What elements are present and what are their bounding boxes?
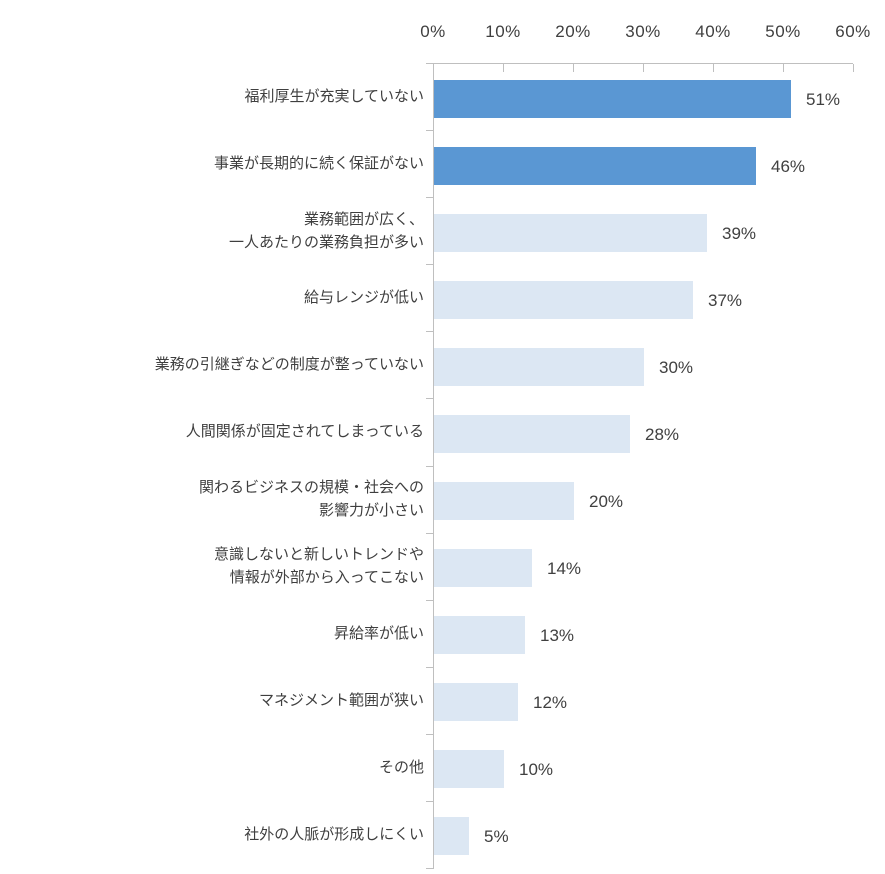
value-label: 14% (547, 559, 582, 579)
bar (434, 146, 756, 185)
x-axis-tick-label: 30% (625, 22, 661, 41)
value-label: 30% (659, 357, 694, 377)
value-label: 20% (589, 492, 624, 512)
value-label: 13% (540, 626, 575, 646)
bar-row: 業務範囲が広く、 一人あたりの業務負担が多い 39% (0, 197, 885, 264)
bar (434, 482, 574, 521)
bar-row: 福利厚生が充実していない 51% (0, 63, 885, 130)
bar-row: 業務の引継ぎなどの制度が整っていない 30% (0, 331, 885, 398)
y-axis-tick-mark (426, 197, 433, 198)
category-label: 業務の引継ぎなどの制度が整っていない (154, 356, 424, 374)
bar-row: 昇給率が低い 13% (0, 600, 885, 667)
category-label: マネジメント範囲が狭い (258, 691, 424, 709)
bar (434, 817, 469, 856)
y-axis-tick-mark (426, 63, 433, 64)
x-axis-line (433, 63, 853, 64)
value-label: 12% (533, 693, 568, 713)
bar (434, 280, 693, 319)
category-label: 社外の人脈が形成しにくい (244, 825, 424, 843)
value-label: 46% (771, 156, 806, 176)
bar-row: その他 10% (0, 734, 885, 801)
x-axis-tick-label: 10% (485, 22, 521, 41)
category-label: その他 (378, 758, 424, 776)
bar (434, 750, 504, 789)
bar-row: 人間関係が固定されてしまっている 28% (0, 398, 885, 465)
value-label: 10% (519, 760, 554, 780)
x-axis-tick-mark (503, 64, 504, 72)
category-label: 人間関係が固定されてしまっている (185, 423, 424, 441)
bar-row: 関わるビジネスの規模・社会への 影響力が小さい 20% (0, 466, 885, 533)
bar (434, 683, 518, 722)
value-label: 28% (645, 424, 680, 444)
y-axis-line (433, 63, 434, 869)
x-axis-tick-label: 40% (695, 22, 731, 41)
bar-row: 給与レンジが低い 37% (0, 264, 885, 331)
value-label: 39% (722, 223, 757, 243)
y-axis-tick-mark (426, 801, 433, 802)
x-axis-tick-mark (783, 64, 784, 72)
value-label: 5% (484, 827, 509, 847)
bar-row: マネジメント範囲が狭い 12% (0, 667, 885, 734)
bar (434, 549, 532, 588)
bar (434, 347, 644, 386)
y-axis-tick-mark (426, 600, 433, 601)
x-axis-tick-mark (433, 64, 434, 72)
x-axis-tick-label: 0% (420, 22, 446, 41)
value-label: 51% (806, 89, 841, 109)
x-axis-tick-label: 20% (555, 22, 591, 41)
category-label: 業務範囲が広く、 一人あたりの業務負担が多い (228, 210, 424, 251)
category-label: 関わるビジネスの規模・社会への 影響力が小さい (198, 479, 424, 520)
y-axis-tick-mark (426, 331, 433, 332)
x-axis-tick-label: 50% (765, 22, 801, 41)
bar-row: 社外の人脈が形成しにくい 5% (0, 801, 885, 868)
bar (434, 213, 707, 252)
category-label: 福利厚生が充実していない (244, 88, 424, 106)
y-axis-tick-mark (426, 868, 433, 869)
category-label: 昇給率が低い (333, 624, 424, 642)
y-axis-tick-mark (426, 667, 433, 668)
category-label: 給与レンジが低い (303, 289, 424, 307)
category-label: 事業が長期的に続く保証がない (213, 155, 424, 173)
category-label: 意識しないと新しいトレンドや 情報が外部から入ってこない (213, 546, 424, 587)
x-axis-tick-mark (643, 64, 644, 72)
y-axis-tick-mark (426, 264, 433, 265)
y-axis-tick-mark (426, 398, 433, 399)
x-axis-tick-mark (713, 64, 714, 72)
bar (434, 79, 791, 118)
bar (434, 616, 525, 655)
bar (434, 414, 630, 453)
y-axis-tick-mark (426, 533, 433, 534)
y-axis-tick-mark (426, 466, 433, 467)
x-axis-tick-mark (573, 64, 574, 72)
bar-row: 意識しないと新しいトレンドや 情報が外部から入ってこない 14% (0, 533, 885, 600)
x-axis-tick-label: 60% (835, 22, 871, 41)
x-axis-tick-mark (853, 64, 854, 72)
bar-row: 事業が長期的に続く保証がない 46% (0, 130, 885, 197)
y-axis-tick-mark (426, 130, 433, 131)
value-label: 37% (708, 290, 743, 310)
y-axis-tick-mark (426, 734, 433, 735)
